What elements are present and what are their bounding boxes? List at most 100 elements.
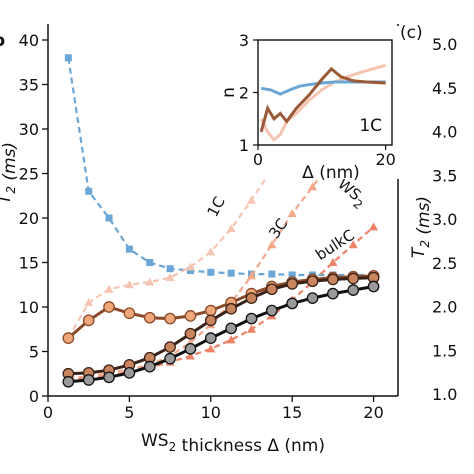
data-point [246, 271, 256, 280]
data-point [286, 278, 299, 290]
data-point [204, 304, 217, 317]
right-y-axis-label: T2 (ms) [409, 196, 434, 258]
data-point [288, 271, 296, 279]
x-axis-label: WS2 thickness Δ (nm) [141, 431, 325, 456]
data-point [286, 297, 299, 310]
y-tick-label: 10 [19, 298, 39, 317]
data-point [226, 335, 236, 344]
inset-annotation: 1C [359, 116, 382, 136]
y-tick-label: 35 [19, 76, 39, 95]
data-point [164, 341, 176, 353]
data-point [143, 311, 156, 324]
data-point [103, 301, 115, 313]
inset-y-tick-label: 3 [239, 31, 249, 50]
y-tick-label: 15 [19, 254, 39, 273]
inset-y-tick-label: 1 [239, 136, 249, 155]
y-tick-label: 0 [29, 387, 39, 406]
data-point [246, 195, 256, 204]
series-line-4 [67, 274, 374, 340]
data-point [85, 187, 93, 195]
data-point [166, 265, 174, 273]
inset-y-tick-label: 2 [239, 84, 249, 103]
right-y-tick-label: 4.0 [432, 123, 457, 142]
data-point [306, 275, 319, 288]
data-point [123, 367, 136, 379]
data-point [123, 307, 136, 320]
x-tick-label: 10 [201, 403, 221, 422]
data-point [347, 284, 360, 296]
data-point [104, 284, 114, 293]
data-point [306, 292, 319, 304]
x-tick-label: 5 [124, 403, 134, 422]
data-point [206, 344, 216, 353]
data-point [226, 224, 236, 233]
data-point [185, 262, 195, 271]
data-point [265, 283, 278, 296]
data-point [164, 312, 176, 325]
data-point [82, 374, 95, 386]
data-point [103, 371, 115, 384]
data-point [184, 327, 197, 340]
y-tick-label: 30 [19, 120, 39, 139]
panel-label-c: (c) [400, 23, 423, 43]
inset-series-line-0 [259, 63, 387, 142]
right-y-tick-label: 1.0 [432, 385, 457, 404]
inset-series-line-2 [259, 66, 386, 133]
data-point [348, 240, 358, 249]
panel-label-partial: b [0, 31, 5, 51]
data-point [268, 270, 276, 278]
data-point [64, 54, 72, 62]
y-tick-label: 25 [19, 165, 39, 184]
data-point [265, 304, 278, 317]
data-point [145, 277, 155, 286]
data-point [125, 245, 133, 253]
data-point [308, 182, 318, 191]
x-tick-label: 20 [363, 403, 383, 422]
data-point [327, 273, 339, 286]
right-partial-panel: (c) 1.0 1.5 2.0 2.5 3.0 3.5 4.0 4.5 5.0 T2 (ms) [400, 23, 457, 404]
data-point [204, 332, 217, 344]
data-point [227, 269, 235, 277]
data-point [245, 292, 258, 304]
inset-y-label: n [219, 87, 239, 98]
inset-x-tick-label: 0 [253, 150, 263, 169]
series-label: 1C [203, 194, 228, 220]
data-point [143, 360, 156, 373]
series-label: bulkC [312, 226, 357, 264]
right-y-tick-label: 2.5 [432, 254, 457, 273]
data-point [225, 322, 237, 335]
data-point [369, 222, 379, 231]
right-y-tick-label: 1.5 [432, 341, 457, 360]
series-label: 3C [265, 215, 291, 242]
data-point [347, 272, 360, 285]
data-point [84, 298, 94, 307]
right-y-tick-label: 2.0 [432, 298, 457, 317]
data-point [62, 375, 75, 388]
data-point [327, 287, 339, 300]
data-point [328, 258, 338, 266]
data-point [184, 310, 197, 322]
data-point [207, 268, 215, 276]
data-point [62, 332, 75, 344]
y-axis-label: T2 (ms) [0, 142, 20, 204]
x-tick-label: 15 [282, 403, 302, 422]
inset-background [222, 26, 404, 179]
inset-plot-area [259, 63, 387, 142]
data-point [204, 314, 217, 327]
data-point [367, 280, 380, 293]
right-y-tick-label: 5.0 [432, 35, 457, 54]
data-point [105, 214, 113, 222]
data-point [206, 247, 216, 256]
series-line-5 [68, 276, 374, 376]
data-point [186, 267, 194, 275]
series-line-0 [67, 57, 374, 277]
inset-panel: 0 20 1 2 3 Δ (nm) n 1C [219, 26, 404, 183]
data-point [124, 280, 134, 289]
inset-x-tick-label: 20 [375, 150, 395, 169]
data-point [146, 259, 154, 266]
data-point [225, 302, 237, 315]
inset-x-label: Δ (nm) [302, 163, 360, 183]
y-tick-label: 5 [29, 343, 39, 362]
y-tick-label: 20 [19, 209, 39, 228]
